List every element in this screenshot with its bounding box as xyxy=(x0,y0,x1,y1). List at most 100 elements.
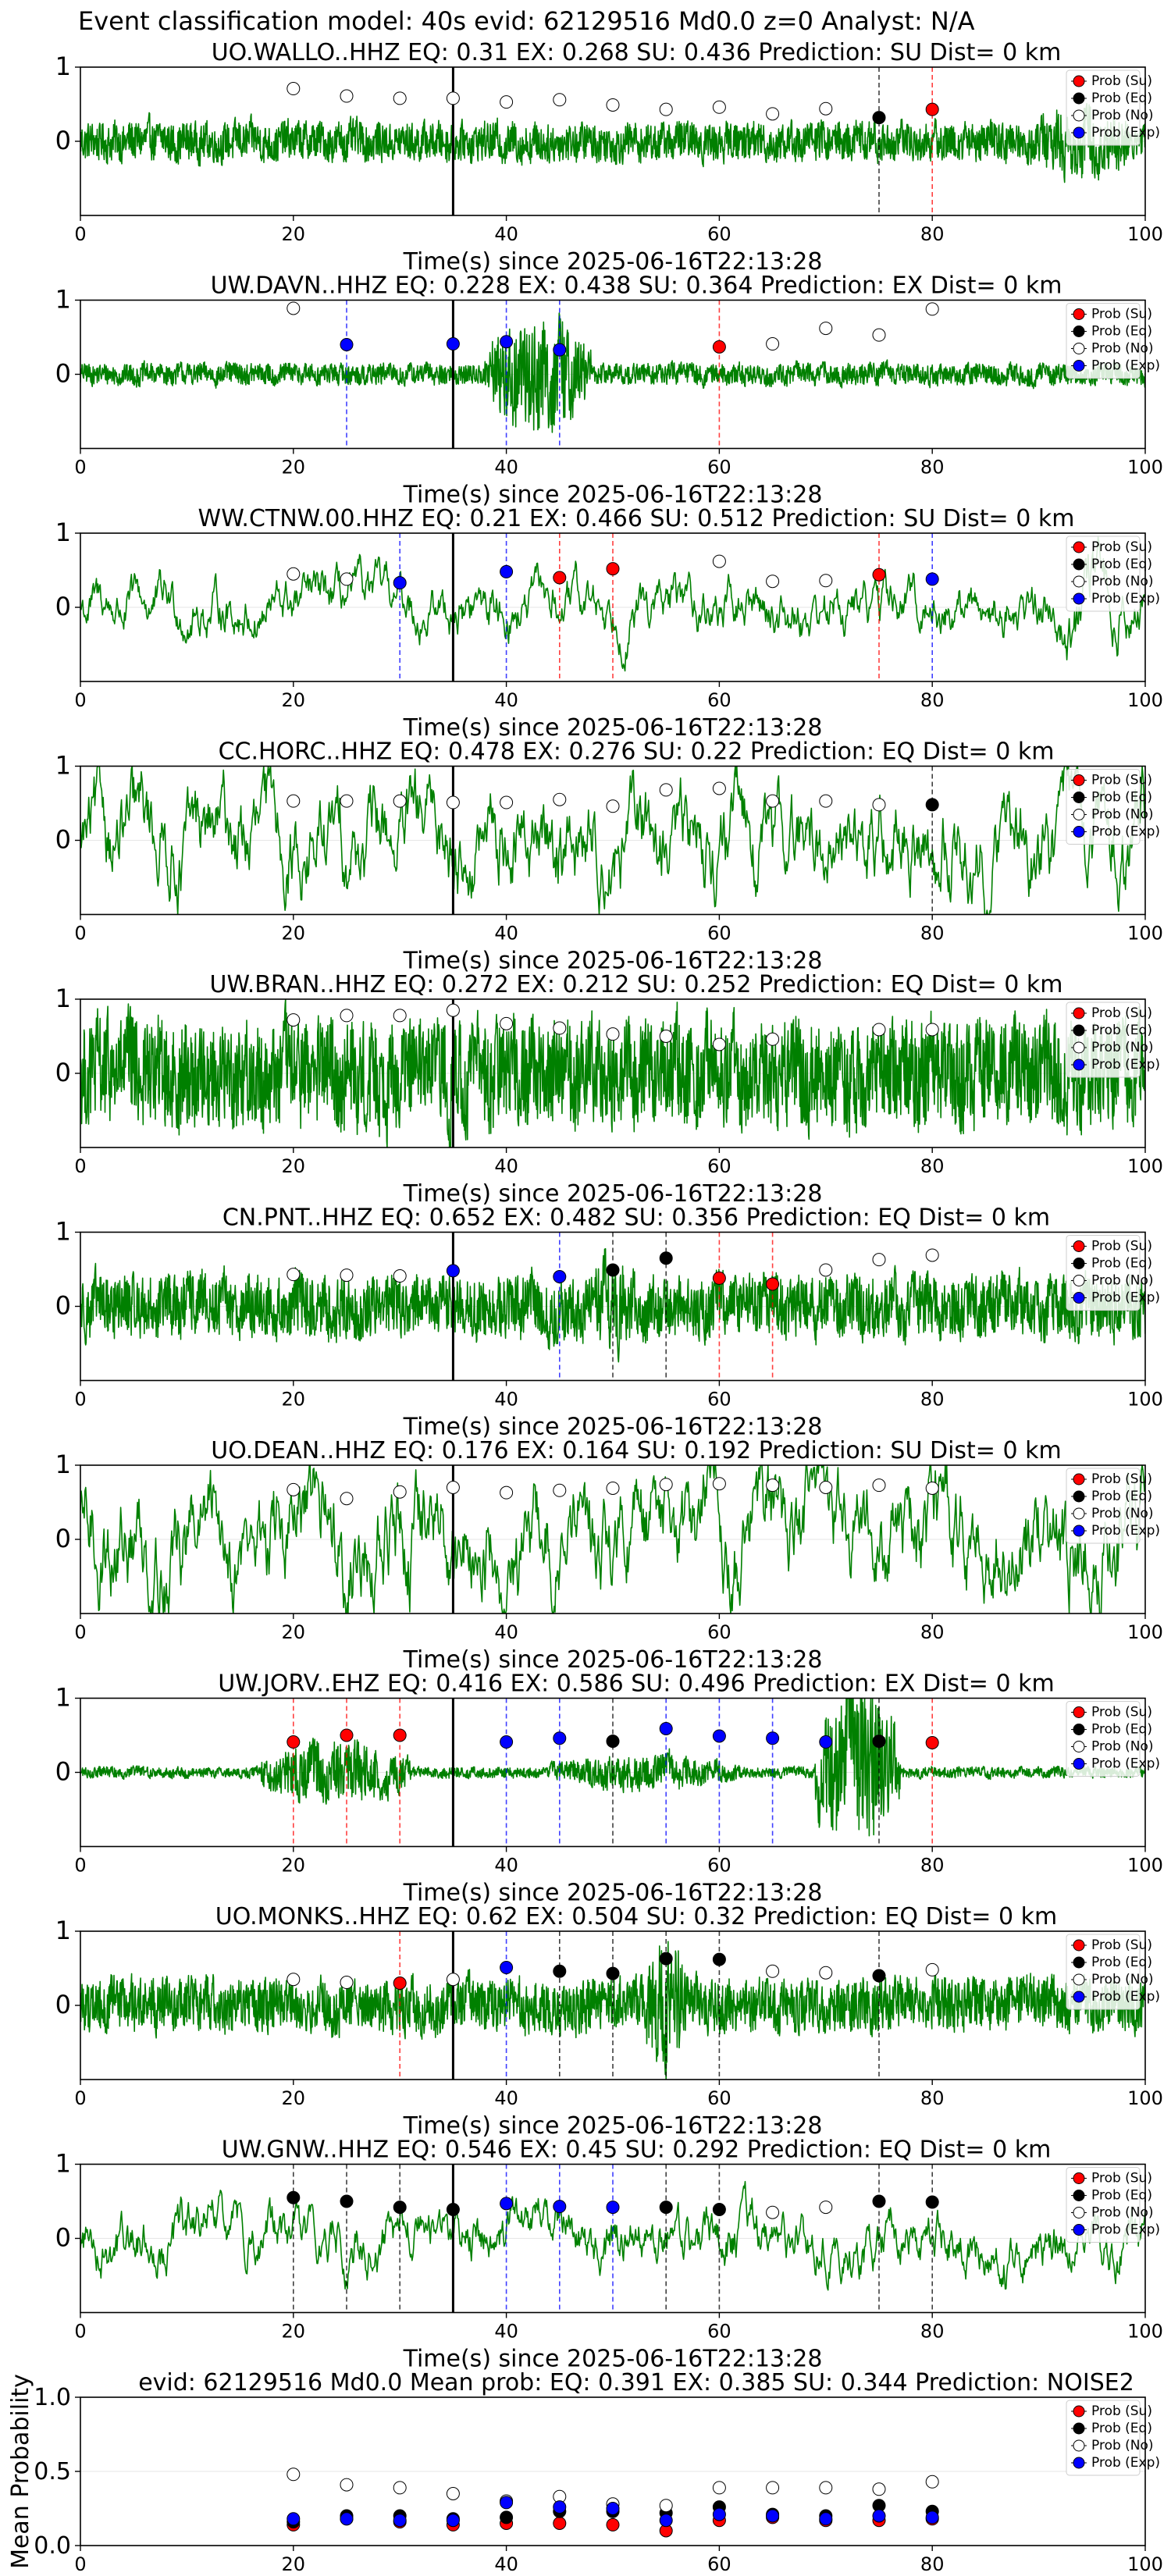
legend-box xyxy=(1066,1002,1141,1078)
legend-label: Prob (Eq) xyxy=(1091,1023,1152,1038)
y-tick-label: 1.0 xyxy=(34,2384,71,2411)
legend: Prob (Su)Prob (Eq)Prob (No)Prob (Exp) xyxy=(1066,535,1160,612)
prob-point-no xyxy=(659,783,673,797)
x-tick-label: 40 xyxy=(494,223,518,245)
legend-label: Prob (Eq) xyxy=(1091,1955,1152,1970)
prob-point-no xyxy=(553,792,567,806)
x-tick-label: 20 xyxy=(282,689,306,711)
legend: Prob (Su)Prob (Eq)Prob (No)Prob (Exp) xyxy=(1066,303,1160,379)
plot-area xyxy=(80,766,1145,915)
x-tick-label: 20 xyxy=(282,2321,306,2343)
plot-area xyxy=(80,2164,1145,2313)
legend-label: Prob (Exp) xyxy=(1091,591,1160,607)
prob-point-exp xyxy=(553,2200,567,2214)
legend-label: Prob (Eq) xyxy=(1091,790,1152,806)
x-tick-label: 0 xyxy=(74,1389,86,1411)
legend: Prob (Su)Prob (Eq)Prob (No)Prob (Exp) xyxy=(1066,2400,1160,2476)
x-axis-label: Time(s) since 2025-06-16T22:13:28 xyxy=(403,2112,823,2140)
legend-marker-su xyxy=(1073,1007,1085,1019)
subplot-10: 0 20 40 60 80 100 0 1 UW.GNW..HHZ EQ: 0.546 EX: … xyxy=(55,2137,1163,2373)
x-tick-label: 100 xyxy=(1127,457,1163,479)
legend-box xyxy=(1066,303,1141,379)
prob-point-no xyxy=(340,1009,354,1023)
x-tick-label: 20 xyxy=(282,223,306,245)
y-tick-label: 1 xyxy=(55,285,71,315)
prob-point-no xyxy=(819,101,833,116)
plot-area xyxy=(80,1232,1145,1381)
prob-point-no xyxy=(446,1973,460,1987)
prob-point-su xyxy=(766,1277,780,1291)
x-tick-label: 80 xyxy=(920,1155,945,1177)
legend-marker-su xyxy=(1073,2405,1085,2418)
subplot-3: 0 20 40 60 80 100 0 1 WW.CTNW.00.HHZ EQ: 0.21 EX… xyxy=(55,505,1163,742)
prob-point-eq xyxy=(606,1263,620,1277)
prob-point-no xyxy=(659,102,673,116)
x-tick-label: 80 xyxy=(920,1389,945,1411)
prob-point-no xyxy=(446,795,460,809)
x-axis-label: Time(s) since 2025-06-16T22:13:28 xyxy=(403,1646,823,1674)
prob-point-no xyxy=(340,1976,354,1990)
prob-point-no xyxy=(712,1037,726,1051)
x-tick-label: 0 xyxy=(74,1155,86,1177)
x-axis-label: Time(s) since 2025-06-16T22:13:28 xyxy=(403,948,823,975)
legend-label: Prob (Eq) xyxy=(1091,324,1152,340)
subplot-11: 0 20 40 60 80 100 0.0 0.5 1.0 evid: 62129516 Md0.… xyxy=(7,2369,1163,2575)
mean-point-exp xyxy=(766,2509,780,2523)
prob-point-su xyxy=(553,571,567,585)
x-tick-label: 100 xyxy=(1127,1155,1163,1177)
prob-point-no xyxy=(393,1485,407,1499)
mean-point-exp xyxy=(606,2502,620,2515)
prob-point-no xyxy=(819,574,833,588)
prob-point-su xyxy=(393,1728,407,1742)
prob-point-no xyxy=(500,1016,514,1030)
prob-point-eq xyxy=(340,2194,354,2208)
legend-marker-no xyxy=(1073,575,1085,588)
prob-point-no xyxy=(766,794,780,808)
legend-label: Prob (Exp) xyxy=(1091,1756,1160,1772)
x-tick-label: 100 xyxy=(1127,689,1163,711)
legend: Prob (Su)Prob (Eq)Prob (No)Prob (Exp) xyxy=(1066,1235,1160,1311)
mean-point-no xyxy=(925,2475,939,2489)
legend-label: Prob (No) xyxy=(1091,108,1154,123)
prob-point-su xyxy=(287,1735,301,1749)
prob-point-exp xyxy=(925,572,939,586)
mean-point-no xyxy=(659,2499,673,2513)
prob-point-su xyxy=(712,340,726,354)
prob-point-exp xyxy=(553,343,567,357)
waveform-trace xyxy=(80,102,1145,183)
y-tick-label: 1 xyxy=(55,1683,71,1713)
figure-suptitle: Event classification model: 40s evid: 62… xyxy=(78,6,975,36)
prob-point-no xyxy=(287,1973,301,1987)
legend-label: Prob (Eq) xyxy=(1091,1489,1152,1504)
mean-point-exp xyxy=(925,2510,939,2524)
legend-label: Prob (Exp) xyxy=(1091,824,1160,840)
y-tick-label: 0 xyxy=(55,825,71,855)
legend-marker-eq xyxy=(1073,2422,1085,2435)
y-axis-label: Mean Probability xyxy=(7,2374,34,2569)
mean-point-no xyxy=(872,2482,886,2496)
legend-label: Prob (No) xyxy=(1091,2438,1154,2453)
prob-point-no xyxy=(872,328,886,342)
mean-point-no xyxy=(712,2481,726,2495)
y-tick-label: 1 xyxy=(55,2149,71,2179)
prob-point-no xyxy=(925,1248,939,1262)
x-tick-label: 80 xyxy=(920,2087,945,2109)
prob-point-no xyxy=(819,1481,833,1494)
prob-point-eq xyxy=(872,1735,886,1749)
prob-point-exp xyxy=(659,1721,673,1735)
legend-marker-su xyxy=(1073,2172,1085,2184)
prob-point-no xyxy=(340,794,354,808)
legend: Prob (Su)Prob (Eq)Prob (No)Prob (Exp) xyxy=(1066,769,1160,845)
legend-marker-eq xyxy=(1073,1490,1085,1503)
legend-marker-su xyxy=(1073,308,1085,320)
prob-point-no xyxy=(553,1483,567,1497)
subplot-title: UW.JORV..EHZ EQ: 0.416 EX: 0.586 SU: 0.4… xyxy=(218,1670,1054,1698)
prob-point-exp xyxy=(500,335,514,349)
waveform-trace xyxy=(80,312,1145,433)
x-tick-label: 100 xyxy=(1127,2553,1163,2575)
legend: Prob (Su)Prob (Eq)Prob (No)Prob (Exp) xyxy=(1066,1934,1160,2010)
legend-label: Prob (Exp) xyxy=(1091,2222,1160,2238)
subplot-5: 0 20 40 60 80 100 0 1 UW.BRAN..HHZ EQ: 0.272 EX:… xyxy=(55,971,1163,1208)
x-tick-label: 20 xyxy=(282,2087,306,2109)
x-tick-label: 60 xyxy=(707,2321,731,2343)
